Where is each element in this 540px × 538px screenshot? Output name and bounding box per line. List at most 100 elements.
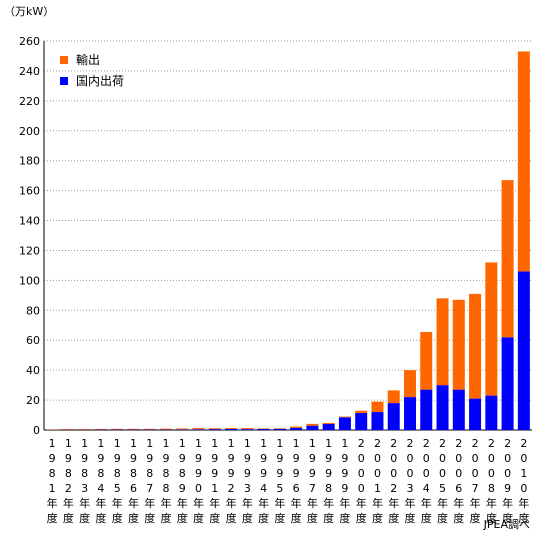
x-tick-label: 0	[504, 467, 511, 480]
source-note: JPEA調べ	[483, 518, 530, 531]
x-tick-label: 3	[244, 482, 251, 495]
x-tick-label: 年	[128, 496, 139, 510]
x-tick-label: 8	[163, 482, 170, 495]
x-tick-label: 1	[244, 437, 251, 450]
x-tick-label: 度	[356, 511, 367, 525]
x-tick-label: 年	[518, 496, 529, 510]
x-tick-label: 2	[358, 437, 365, 450]
x-tick-label: 0	[374, 467, 381, 480]
x-tick-label: 9	[244, 467, 251, 480]
x-tick-label: 1	[114, 437, 121, 450]
bar-domestic	[290, 427, 303, 430]
x-tick-label: 年	[453, 496, 464, 510]
x-tick-label: 0	[390, 452, 397, 465]
bar-domestic	[387, 403, 400, 430]
x-tick-label: 度	[209, 511, 220, 525]
x-tick-label: 度	[291, 511, 302, 525]
x-tick-label: 年	[274, 496, 285, 510]
x-tick-label: 度	[437, 511, 448, 525]
x-tick-label: 年	[307, 496, 318, 510]
y-tick-label: 40	[26, 364, 40, 377]
x-tick-label: 年	[258, 496, 269, 510]
x-tick-label: 2	[407, 437, 414, 450]
x-tick-label: 3	[407, 482, 414, 495]
bar-domestic	[225, 428, 238, 430]
bar-export	[160, 428, 172, 430]
bar-export	[404, 370, 416, 398]
x-tick-label: 9	[341, 482, 348, 495]
x-tick-label: 0	[423, 467, 430, 480]
x-tick-label: 1	[276, 437, 283, 450]
x-tick-label: 0	[520, 482, 527, 495]
bar-domestic	[469, 398, 482, 430]
x-tick-label: 0	[390, 467, 397, 480]
bar-domestic	[338, 417, 351, 430]
x-tick-label: 1	[130, 437, 137, 450]
x-tick-label: 0	[423, 452, 430, 465]
x-tick-label: 度	[339, 511, 350, 525]
bar-export	[62, 429, 75, 430]
bar-export	[192, 428, 205, 430]
x-tick-label: 9	[504, 482, 511, 495]
bar-domestic	[501, 337, 514, 430]
bar-export	[176, 428, 189, 430]
x-tick-label: 6	[130, 482, 137, 495]
x-tick-label: 7	[309, 482, 316, 495]
y-tick-label: 240	[19, 65, 40, 78]
x-tick-label: 1	[341, 437, 348, 450]
x-tick-label: 1	[146, 437, 153, 450]
x-tick-label: 2	[520, 437, 527, 450]
x-tick-label: 年	[405, 496, 416, 510]
x-tick-label: 度	[161, 511, 172, 525]
bar-domestic	[306, 425, 319, 430]
x-tick-label: 度	[372, 511, 383, 525]
x-tick-label: 9	[309, 452, 316, 465]
legend-swatch	[60, 56, 68, 64]
x-tick-label: 年	[502, 496, 513, 510]
bar-export	[420, 332, 433, 390]
x-tick-label: 年	[437, 496, 448, 510]
x-tick-label: 年	[209, 496, 220, 510]
x-tick-label: 0	[520, 452, 527, 465]
x-tick-label: 0	[439, 452, 446, 465]
bar-domestic	[208, 429, 221, 430]
x-tick-label: 9	[260, 467, 267, 480]
x-tick-label: 8	[146, 467, 153, 480]
bar-export	[78, 429, 91, 430]
x-tick-label: 8	[97, 467, 104, 480]
x-tick-label: 4	[423, 482, 430, 495]
x-tick-label: 2	[423, 437, 430, 450]
bar-export	[371, 401, 384, 413]
x-tick-label: 9	[114, 452, 121, 465]
x-tick-label: 7	[472, 482, 479, 495]
x-tick-label: 年	[291, 496, 302, 510]
x-tick-label: 1	[211, 482, 218, 495]
x-tick-label: 9	[211, 452, 218, 465]
x-tick-label: 6	[293, 482, 300, 495]
bar-domestic	[420, 389, 433, 430]
x-tick-label: 8	[114, 467, 121, 480]
x-tick-label: 0	[407, 467, 414, 480]
x-tick-label: 9	[309, 467, 316, 480]
x-tick-label: 2	[504, 437, 511, 450]
x-tick-label: 年	[47, 496, 58, 510]
x-tick-label: 度	[79, 511, 90, 525]
x-tick-label: 0	[195, 482, 202, 495]
bar-export	[208, 428, 221, 430]
bar-export	[127, 428, 140, 430]
x-tick-label: 9	[293, 467, 300, 480]
x-tick-label: 1	[97, 437, 104, 450]
x-tick-label: 年	[421, 496, 432, 510]
x-tick-label: 年	[95, 496, 106, 510]
x-tick-label: 9	[293, 452, 300, 465]
x-tick-label: 9	[179, 482, 186, 495]
x-tick-label: 度	[502, 511, 513, 525]
x-tick-label: 9	[244, 452, 251, 465]
x-tick-label: 9	[228, 467, 235, 480]
x-tick-label: 1	[49, 482, 56, 495]
x-tick-label: 2	[228, 482, 235, 495]
x-tick-label: 1	[81, 437, 88, 450]
x-tick-label: 9	[65, 452, 72, 465]
x-tick-label: 0	[472, 467, 479, 480]
x-tick-label: 1	[228, 437, 235, 450]
